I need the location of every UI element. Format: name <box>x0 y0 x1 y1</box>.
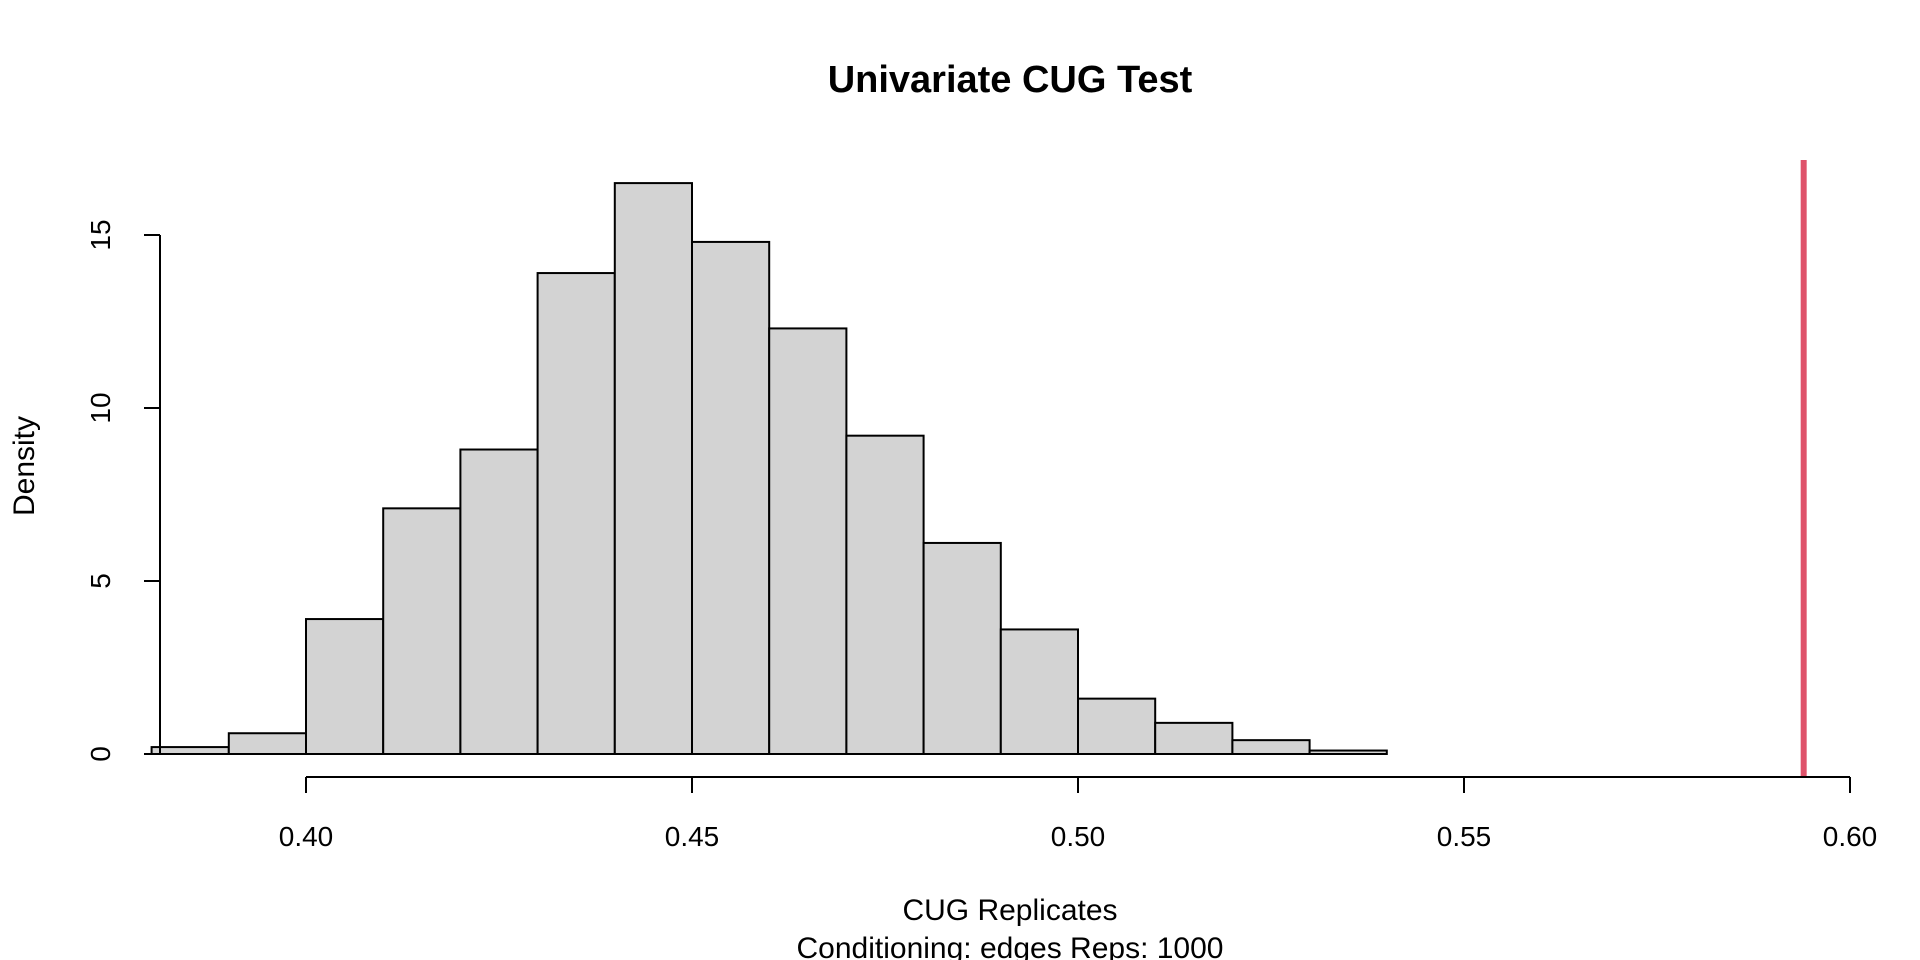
histogram-bar <box>150 746 230 756</box>
x-tick-label: 0.45 <box>665 821 720 852</box>
histogram-bar <box>999 628 1079 755</box>
histogram-bar <box>227 732 307 755</box>
y-axis-label: Density <box>8 416 41 516</box>
histogram-bar <box>845 434 925 755</box>
y-tick-label: 15 <box>85 219 116 250</box>
y-tick-label: 10 <box>85 392 116 423</box>
x-axis-subtitle: Conditioning: edges Reps: 1000 <box>797 932 1224 960</box>
histogram-bar <box>691 240 771 756</box>
y-axis: 0 5 10 15 <box>85 219 161 762</box>
histogram-bar <box>1154 721 1234 755</box>
histogram-bars <box>150 182 1388 756</box>
x-tick-label: 0.55 <box>1437 821 1492 852</box>
histogram-bar <box>382 507 462 755</box>
chart-title: Univariate CUG Test <box>828 59 1193 101</box>
histogram-bar <box>922 541 1002 755</box>
histogram-bar <box>768 327 848 755</box>
histogram-bar <box>459 448 539 755</box>
histogram-bar <box>536 272 616 755</box>
y-tick-label: 5 <box>85 573 116 589</box>
histogram-bar <box>1308 749 1388 755</box>
histogram-bar <box>613 182 693 756</box>
x-tick-label: 0.60 <box>1823 821 1878 852</box>
histogram-bar <box>1077 697 1157 756</box>
x-tick-label: 0.50 <box>1051 821 1106 852</box>
x-tick-label: 0.40 <box>279 821 334 852</box>
x-axis-label: CUG Replicates <box>902 894 1117 927</box>
y-tick-label: 0 <box>85 746 116 762</box>
histogram-bar <box>305 618 385 755</box>
histogram-bar <box>1231 739 1311 755</box>
x-axis: 0.40 0.45 0.50 0.55 0.60 <box>279 776 1878 852</box>
